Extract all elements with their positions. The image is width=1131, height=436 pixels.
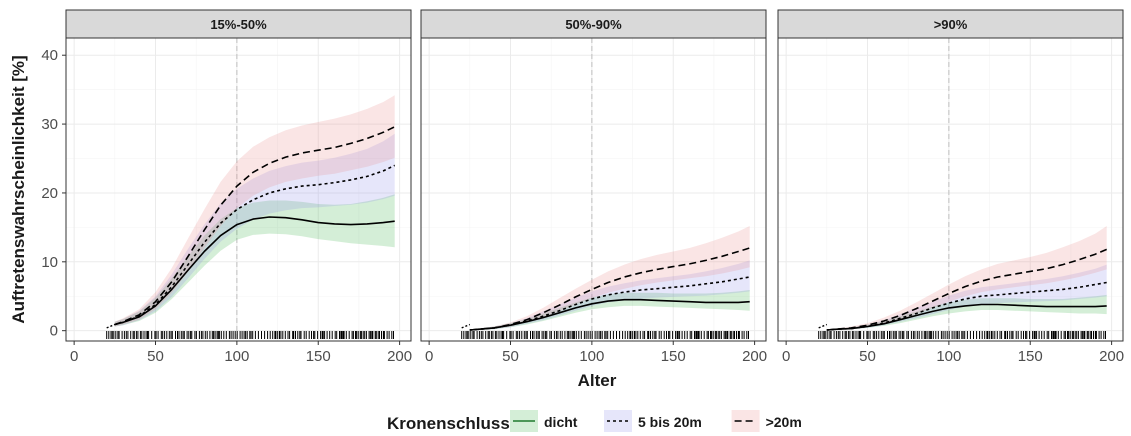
series-line-start	[818, 323, 828, 329]
confidence-band	[826, 226, 1107, 331]
series-line	[114, 126, 396, 326]
y-tick-label: 30	[41, 116, 58, 133]
legend-item: dicht	[510, 410, 578, 432]
facet-strip	[65, 9, 412, 39]
x-tick-label: 100	[224, 348, 249, 365]
legend-title: Kronenschluss	[387, 414, 510, 433]
confidence-band	[469, 226, 750, 331]
y-tick-label: 0	[50, 323, 58, 340]
panel-background	[421, 38, 766, 341]
panel-2: 50%-90% 0 50 100 150 200	[420, 9, 767, 365]
x-tick-label: 150	[306, 348, 331, 365]
series-line	[826, 281, 1107, 331]
panel-background	[66, 38, 411, 341]
x-tick-label: 100	[936, 348, 961, 365]
legend-label: dicht	[544, 414, 578, 430]
rug-marks	[461, 331, 749, 339]
legend: Kronenschluss dicht 5 bis 20m >20m	[387, 410, 802, 433]
series-line-start	[461, 323, 471, 329]
panels-layer: 15%-50% 0 50 100 150 200 0 10 20 30 40 50%-90% 0 50 10…	[41, 9, 1124, 365]
x-tick-label: 150	[1018, 348, 1043, 365]
x-tick-label: 150	[661, 348, 686, 365]
legend-item: >20m	[731, 410, 802, 432]
rug-marks	[106, 331, 394, 339]
series-line	[469, 247, 750, 331]
legend-label: >20m	[766, 414, 802, 430]
series-line	[114, 216, 395, 326]
panel-1: 15%-50% 0 50 100 150 200 0 10 20 30 40	[41, 9, 412, 365]
series-line	[114, 164, 396, 326]
x-tick-label: 0	[425, 348, 433, 365]
legend-item: 5 bis 20m	[604, 410, 702, 432]
x-tick-label: 200	[742, 348, 767, 365]
panel-border	[420, 37, 767, 342]
x-tick-label: 100	[579, 348, 604, 365]
x-tick-label: 0	[782, 348, 790, 365]
series-line-start	[106, 323, 116, 329]
y-tick-label: 40	[41, 47, 58, 64]
confidence-band	[826, 294, 1107, 331]
y-axis-title: Auftretenswahrscheinlichkeit [%]	[9, 55, 28, 323]
rug-marks	[818, 331, 1106, 339]
confidence-band	[826, 264, 1107, 331]
panel-background	[778, 38, 1123, 341]
x-axis-title: Alter	[578, 371, 617, 390]
confidence-band	[469, 290, 750, 331]
facet-strip-label: 50%-90%	[565, 17, 622, 32]
facet-strip	[420, 9, 767, 39]
y-tick-label: 20	[41, 185, 58, 202]
x-tick-label: 200	[1099, 348, 1124, 365]
x-tick-label: 0	[70, 348, 78, 365]
x-tick-label: 200	[387, 348, 412, 365]
panel-border	[777, 37, 1124, 342]
confidence-band	[114, 133, 395, 327]
confidence-band	[469, 260, 750, 331]
panel-3: >90% 0 50 100 150 200	[777, 9, 1124, 365]
series-line	[469, 276, 750, 331]
confidence-band	[114, 194, 395, 327]
legend-items: dicht 5 bis 20m >20m	[510, 410, 802, 432]
x-tick-label: 50	[502, 348, 519, 365]
series-line	[826, 248, 1108, 331]
x-tick-label: 50	[147, 348, 164, 365]
y-tick-label: 10	[41, 254, 58, 271]
facet-strip-label: 15%-50%	[210, 17, 267, 32]
panel-border	[65, 37, 412, 342]
facet-strip-label: >90%	[934, 17, 968, 32]
series-line	[826, 303, 1107, 331]
facet-strip	[777, 9, 1124, 39]
series-line	[469, 298, 750, 331]
legend-key	[604, 410, 632, 432]
legend-label: 5 bis 20m	[638, 414, 702, 430]
x-tick-label: 50	[859, 348, 876, 365]
